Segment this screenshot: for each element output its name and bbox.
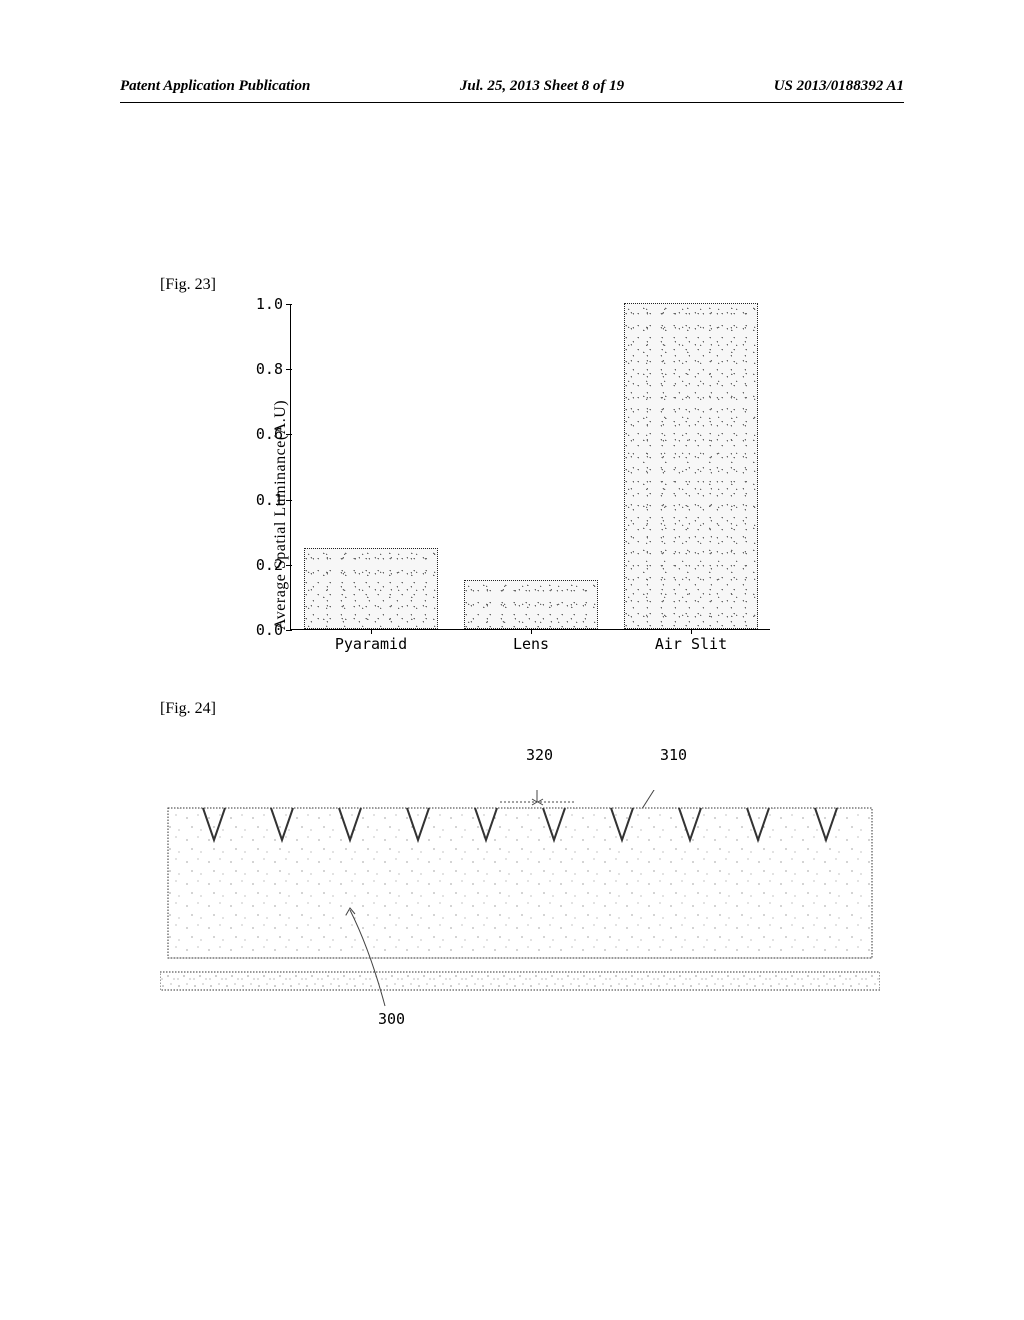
x-tick <box>371 629 372 634</box>
luminance-bar-chart: Average Spatial Luminance(A.U) 0.00.20.1… <box>230 300 790 670</box>
figure-24-diagram: 320 310 300 <box>160 790 880 1020</box>
x-category-label: Lens <box>513 635 549 653</box>
y-tick-label: 1.0 <box>251 295 291 313</box>
chart-bar <box>304 548 438 630</box>
x-category-label: Air Slit <box>655 635 727 653</box>
callout-310: 310 <box>660 746 687 764</box>
figure-24-label: [Fig. 24] <box>160 700 216 718</box>
header-right: US 2013/0188392 A1 <box>774 78 904 95</box>
diagram-svg <box>160 790 880 1020</box>
header-center: Jul. 25, 2013 Sheet 8 of 19 <box>460 78 624 95</box>
chart-bar <box>624 303 758 629</box>
x-tick <box>531 629 532 634</box>
y-tick-label: 0.8 <box>251 360 291 378</box>
header-rule <box>120 102 904 103</box>
page-header: Patent Application Publication Jul. 25, … <box>0 78 1024 95</box>
figure-23-label: [Fig. 23] <box>160 276 216 294</box>
y-tick-label: 0.6 <box>251 425 291 443</box>
x-category-label: Pyaramid <box>335 635 407 653</box>
chart-plot-area: 0.00.20.10.60.81.0PyaramidLensAir Slit <box>290 304 770 630</box>
y-tick-label: 0.2 <box>251 556 291 574</box>
callout-320: 320 <box>526 746 553 764</box>
x-tick <box>691 629 692 634</box>
header-left: Patent Application Publication <box>120 78 310 95</box>
y-tick-label: 0.1 <box>251 491 291 509</box>
callout-300: 300 <box>378 1010 405 1028</box>
chart-bar <box>464 580 598 629</box>
y-tick-label: 0.0 <box>251 621 291 639</box>
